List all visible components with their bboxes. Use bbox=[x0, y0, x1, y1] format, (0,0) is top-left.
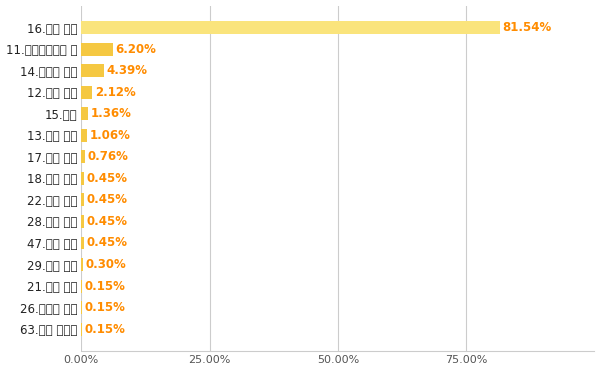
Text: 0.45%: 0.45% bbox=[86, 172, 127, 185]
Text: 0.45%: 0.45% bbox=[86, 236, 127, 249]
Text: 81.54%: 81.54% bbox=[502, 21, 551, 34]
Bar bbox=[81, 194, 83, 206]
Text: 4.39%: 4.39% bbox=[106, 64, 148, 77]
Bar bbox=[81, 107, 88, 120]
Text: 0.15%: 0.15% bbox=[85, 280, 125, 293]
Bar bbox=[81, 215, 83, 228]
Text: 0.30%: 0.30% bbox=[85, 258, 126, 271]
Bar bbox=[81, 258, 83, 271]
Bar bbox=[81, 280, 82, 292]
Text: 1.36%: 1.36% bbox=[91, 107, 131, 120]
Bar bbox=[81, 43, 113, 56]
Text: 1.06%: 1.06% bbox=[89, 129, 130, 142]
Text: 0.76%: 0.76% bbox=[88, 150, 128, 163]
Text: 0.45%: 0.45% bbox=[86, 193, 127, 206]
Bar bbox=[81, 237, 83, 249]
Text: 0.15%: 0.15% bbox=[85, 323, 125, 336]
Bar bbox=[81, 21, 500, 34]
Bar bbox=[81, 64, 104, 77]
Text: 6.20%: 6.20% bbox=[116, 43, 157, 56]
Bar bbox=[81, 150, 85, 163]
Bar bbox=[81, 323, 82, 335]
Text: 2.12%: 2.12% bbox=[95, 86, 136, 99]
Bar bbox=[81, 301, 82, 314]
Text: 0.15%: 0.15% bbox=[85, 301, 125, 314]
Text: 0.45%: 0.45% bbox=[86, 215, 127, 228]
Bar bbox=[81, 129, 86, 142]
Bar bbox=[81, 172, 83, 185]
Bar bbox=[81, 86, 92, 99]
